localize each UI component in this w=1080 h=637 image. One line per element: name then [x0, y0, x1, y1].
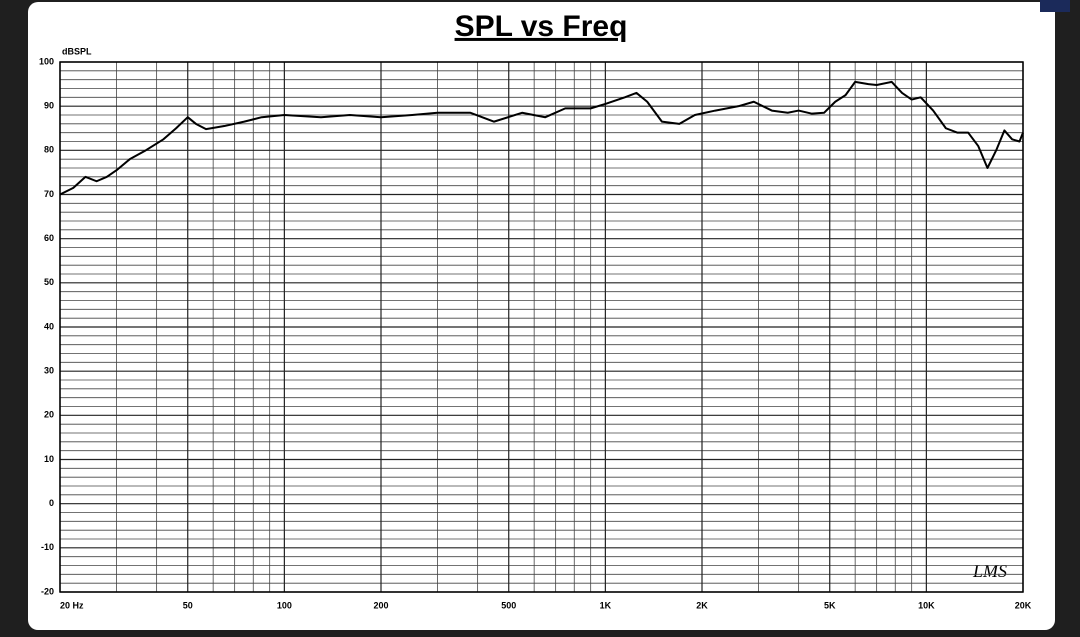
corner-bar [1040, 0, 1070, 12]
response-line [59, 80, 1024, 196]
x-tick-label: 500 [501, 600, 516, 610]
y-tick-label: 70 [44, 189, 54, 199]
x-tick-label: 100 [277, 600, 292, 610]
y-tick-label: 60 [44, 233, 54, 243]
y-tick-label: 90 [44, 101, 54, 111]
chart-title: SPL vs Freq [455, 10, 628, 43]
x-tick-label: 200 [373, 600, 388, 610]
y-tick-label: 50 [44, 277, 54, 287]
x-tick-label: 1K [600, 600, 612, 610]
y-axis-label: dBSPL [62, 46, 92, 56]
x-tick-label: 5K [824, 600, 836, 610]
y-tick-label: 20 [44, 410, 54, 420]
y-tick-label: 30 [44, 366, 54, 376]
plot-frame [59, 61, 1024, 593]
y-tick-label: 0 [49, 498, 54, 508]
y-tick-label: 80 [44, 145, 54, 155]
card [28, 2, 1055, 630]
y-tick-label: -20 [41, 586, 54, 596]
x-tick-label: 20 Hz [60, 600, 84, 610]
x-tick-label: 2K [696, 600, 708, 610]
x-tick-label: 20K [1015, 600, 1032, 610]
y-tick-label: 40 [44, 321, 54, 331]
x-tick-label: 10K [918, 600, 935, 610]
y-tick-label: -10 [41, 542, 54, 552]
y-tick-label: 10 [44, 454, 54, 464]
y-tick-label: 100 [39, 56, 54, 66]
annotation: LMS [972, 561, 1007, 581]
x-tick-label: 50 [183, 600, 193, 610]
